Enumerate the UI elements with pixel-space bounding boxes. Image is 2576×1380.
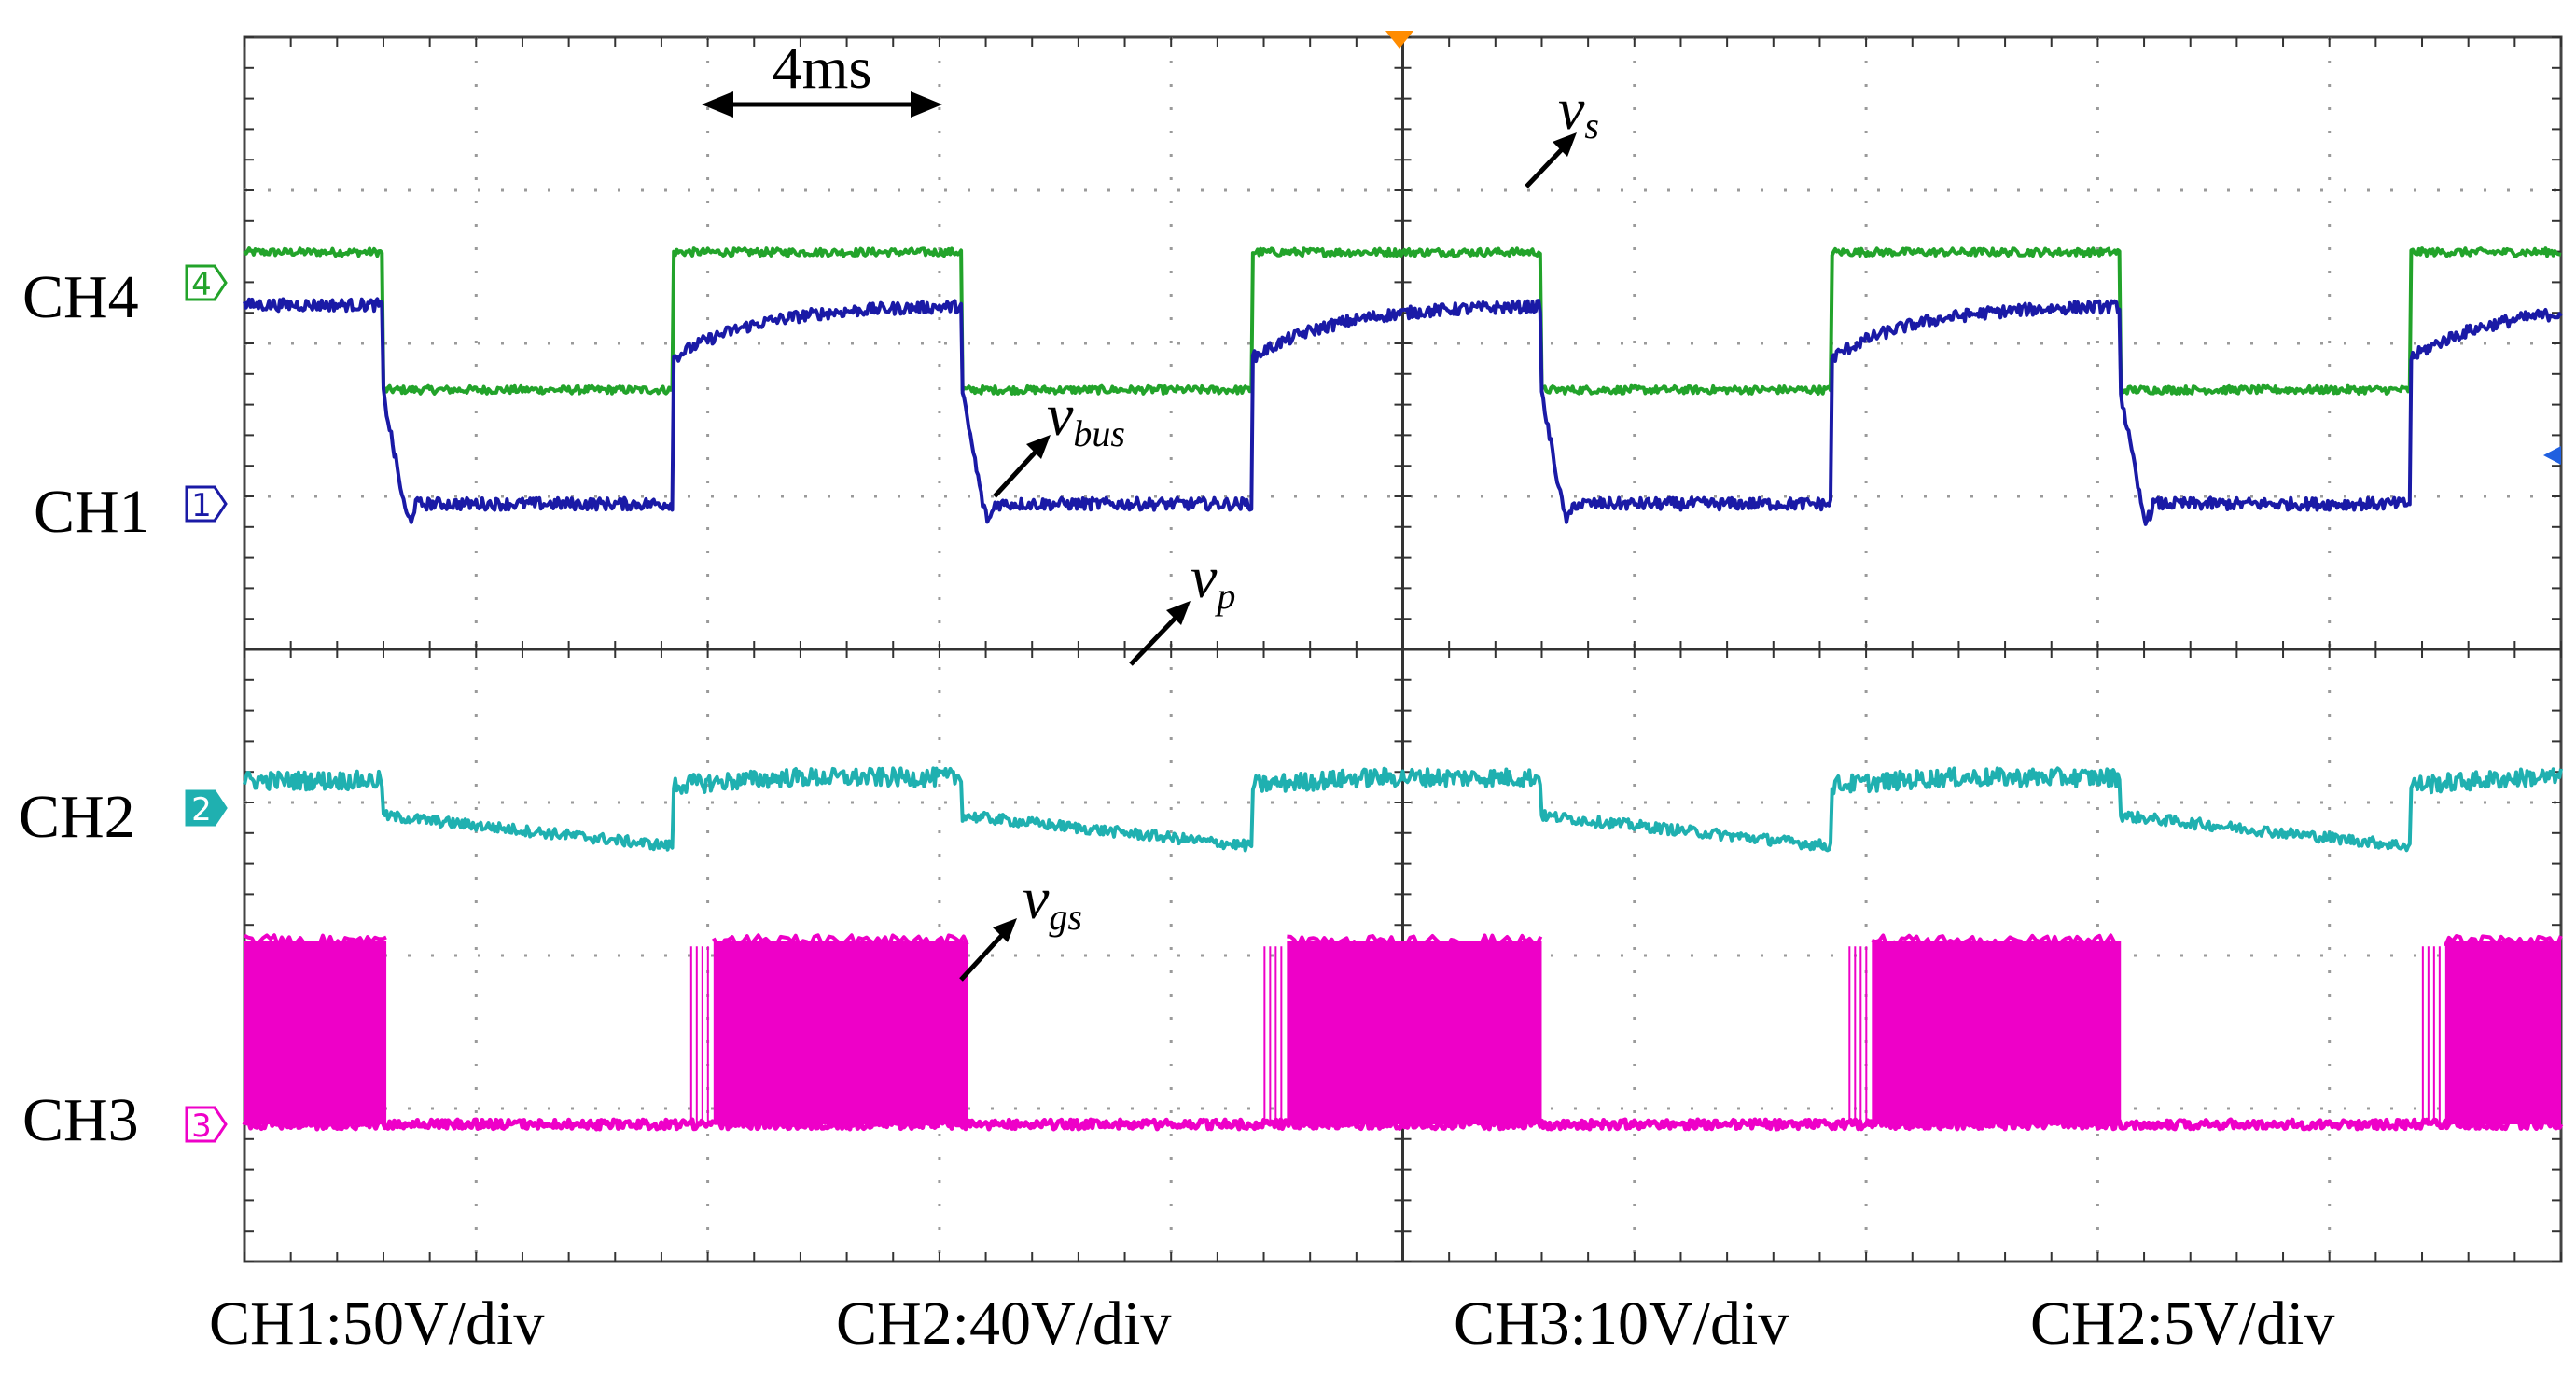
channel-marker-number: 4 bbox=[191, 266, 212, 303]
trigger-marker-icon bbox=[1385, 31, 1413, 49]
annotation-v-s: vs bbox=[1525, 76, 1599, 188]
pwm-burst-edge bbox=[244, 933, 387, 949]
scale-label-ch2-5v: CH2:5V/div bbox=[2030, 1289, 2334, 1358]
channel-labels: CH4 CH1 CH2 CH3 bbox=[19, 263, 150, 1154]
pwm-burst bbox=[244, 941, 387, 1124]
channel-marker-ch2: 2 bbox=[185, 789, 228, 829]
svg-text:vp: vp bbox=[1191, 544, 1235, 617]
channel-marker-ch4: 4 bbox=[185, 264, 228, 303]
scale-label-ch1: CH1:50V/div bbox=[209, 1289, 544, 1358]
channel-marker-ch1: 1 bbox=[185, 485, 228, 524]
trace-v-p bbox=[243, 766, 2563, 853]
channel-label-ch2: CH2 bbox=[19, 783, 135, 851]
pwm-burst bbox=[1872, 941, 2122, 1124]
annotation-v-bus: vbus bbox=[993, 382, 1125, 498]
trace-v-s-line bbox=[243, 246, 2562, 396]
channel-label-ch4: CH4 bbox=[22, 263, 139, 331]
scope-traces bbox=[242, 246, 2564, 1132]
channel-markers: 4 1 2 3 bbox=[185, 264, 228, 1145]
pwm-burst-edge bbox=[2443, 934, 2563, 948]
svg-text:vbus: vbus bbox=[1047, 382, 1125, 454]
pwm-burst-edge bbox=[1287, 933, 1543, 949]
channel-label-ch1: CH1 bbox=[34, 478, 150, 546]
svg-text:vs: vs bbox=[1558, 76, 1599, 146]
channel-marker-number: 3 bbox=[191, 1108, 212, 1145]
channel-label-ch3: CH3 bbox=[22, 1086, 139, 1154]
trace-v-bus bbox=[243, 297, 2563, 526]
trace-v-p-line bbox=[243, 766, 2563, 853]
pwm-burst-edge bbox=[712, 933, 969, 948]
trigger-level-arrow-icon bbox=[2543, 446, 2561, 465]
time-scale-label: 4ms bbox=[773, 35, 872, 101]
trace-v-gs bbox=[242, 933, 2564, 1132]
svg-text:vgs: vgs bbox=[1023, 865, 1082, 938]
pwm-burst bbox=[713, 941, 968, 1124]
time-scale-annotation: 4ms bbox=[702, 35, 942, 118]
annotation-v-p: vp bbox=[1129, 544, 1235, 666]
pwm-burst bbox=[1287, 941, 1542, 1124]
channel-marker-number: 2 bbox=[191, 791, 212, 829]
trace-v-s bbox=[243, 246, 2562, 396]
annotation-v-gs: vgs bbox=[959, 865, 1082, 982]
scale-labels: CH1:50V/div CH2:40V/div CH3:10V/div CH2:… bbox=[209, 1289, 2334, 1358]
scale-label-ch2: CH2:40V/div bbox=[836, 1289, 1171, 1358]
trace-v-bus-line bbox=[243, 297, 2563, 526]
scale-label-ch3: CH3:10V/div bbox=[1454, 1289, 1789, 1358]
channel-marker-number: 1 bbox=[191, 487, 212, 524]
signal-annotations: vs vbus vp vgs bbox=[959, 76, 1599, 982]
pwm-burst-edge bbox=[1871, 933, 2120, 948]
channel-marker-ch3: 3 bbox=[185, 1106, 228, 1145]
pwm-burst bbox=[2444, 941, 2561, 1124]
